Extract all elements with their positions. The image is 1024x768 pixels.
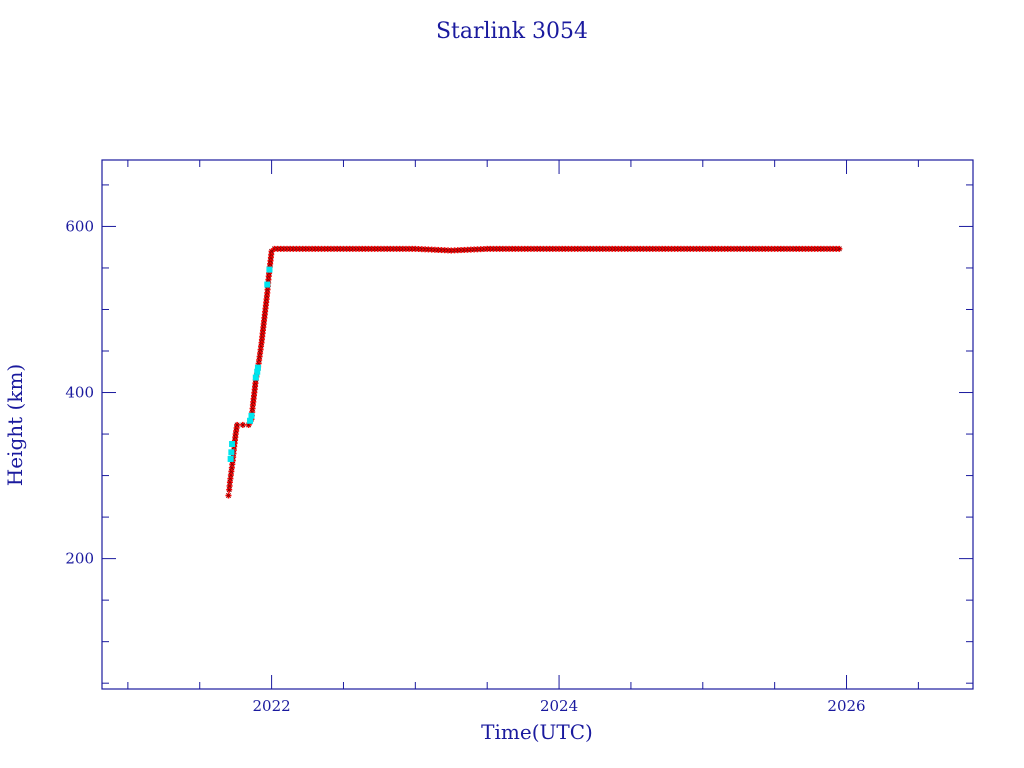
data-point bbox=[280, 245, 287, 252]
data-point bbox=[229, 441, 236, 448]
y-tick-label: 600 bbox=[65, 217, 94, 235]
x-axis-label: Time(UTC) bbox=[481, 720, 593, 744]
x-tick-label: 2026 bbox=[827, 697, 865, 715]
axis-ticks bbox=[102, 160, 973, 689]
tick-labels: 2022 2024 2026 200 400 600 bbox=[65, 217, 865, 715]
data-point bbox=[252, 374, 259, 381]
y-axis-label: Height (km) bbox=[3, 364, 27, 486]
data-point bbox=[239, 421, 246, 428]
y-tick-label: 200 bbox=[65, 550, 94, 568]
data-point bbox=[248, 412, 255, 419]
chart-title: Starlink 3054 bbox=[436, 19, 588, 44]
data-points bbox=[225, 245, 843, 499]
plot-frame bbox=[101, 159, 974, 690]
x-tick-label: 2024 bbox=[540, 697, 578, 715]
data-point bbox=[266, 266, 273, 273]
data-point bbox=[247, 417, 254, 424]
data-point bbox=[264, 281, 271, 288]
data-point bbox=[227, 455, 234, 462]
data-point bbox=[836, 245, 843, 252]
data-point bbox=[254, 364, 261, 371]
data-point bbox=[234, 421, 241, 428]
x-tick-label: 2022 bbox=[253, 697, 291, 715]
data-point bbox=[254, 368, 261, 375]
data-point bbox=[225, 492, 232, 499]
data-point bbox=[228, 449, 235, 456]
y-tick-label: 400 bbox=[65, 384, 94, 402]
